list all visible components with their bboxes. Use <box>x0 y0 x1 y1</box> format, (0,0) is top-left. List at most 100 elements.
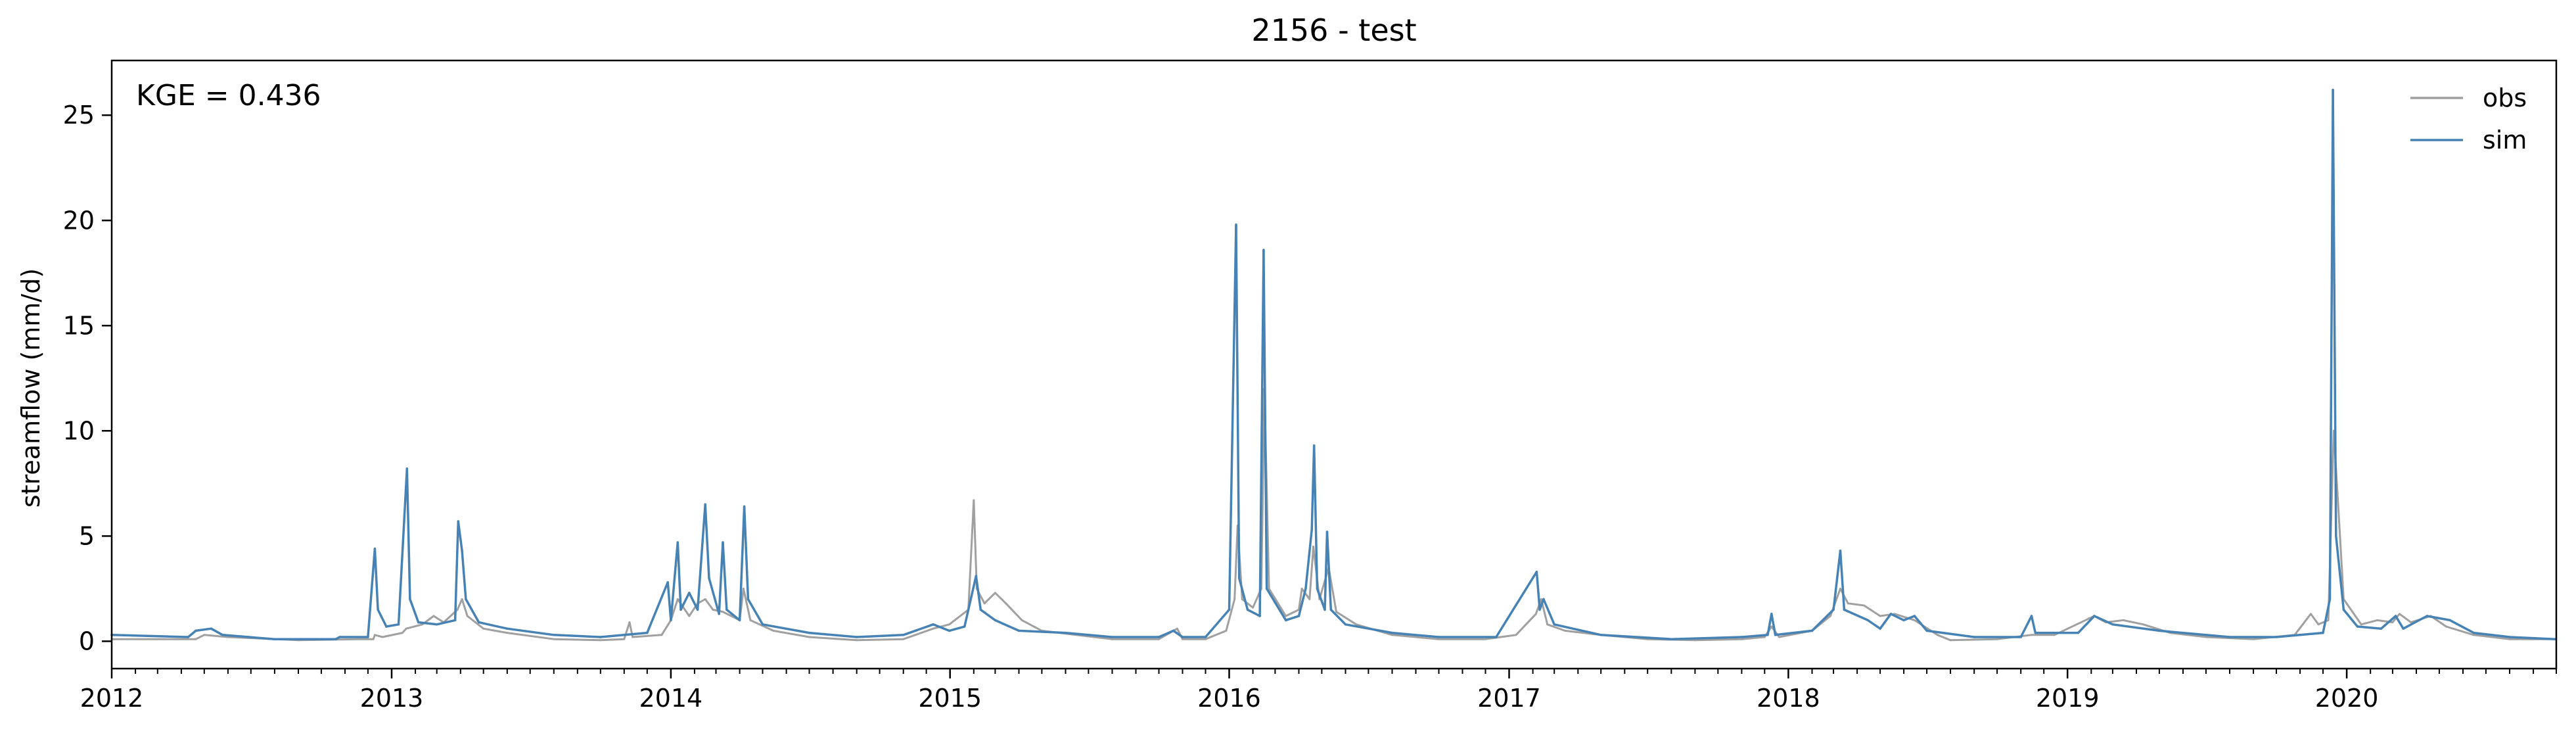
sim-segment <box>2111 623 2161 632</box>
obs-segment <box>373 634 384 638</box>
sim-segment <box>457 520 463 552</box>
sim-segment <box>1843 608 1870 622</box>
obs-segment <box>203 634 229 638</box>
sim-segment <box>2449 619 2475 634</box>
obs-segment <box>2317 619 2330 626</box>
obs-segment <box>948 608 970 626</box>
sim-segment <box>747 598 764 626</box>
y-tick-label: 20 <box>63 206 95 235</box>
sim-segment <box>963 575 978 628</box>
obs-segment <box>660 619 672 636</box>
obs-segment <box>381 632 403 638</box>
obs-segment <box>2169 632 2207 638</box>
obs-segment <box>1335 611 1358 626</box>
sim-segment <box>553 634 602 638</box>
sim-series <box>110 89 2557 640</box>
sim-segment <box>1265 587 1287 622</box>
sim-segment <box>2508 636 2557 640</box>
sim-segment <box>2394 615 2404 630</box>
obs-segment <box>902 627 934 640</box>
sim-segment <box>1879 613 1893 630</box>
x-tick-label: 2016 <box>1197 684 1261 713</box>
sim-segment <box>1172 629 1184 638</box>
sim-segment <box>2077 615 2096 634</box>
obs-segment <box>1300 587 1311 600</box>
sim-segment <box>646 581 669 634</box>
obs-segment <box>405 623 424 630</box>
sim-segment <box>994 619 1021 632</box>
sim-segment <box>110 634 190 638</box>
sim-segment <box>2472 631 2511 638</box>
obs-segment <box>1233 524 1239 600</box>
sim-segment <box>465 598 480 624</box>
sim-segment <box>417 621 438 626</box>
obs-segment <box>1298 587 1303 611</box>
sim-segment <box>409 598 420 624</box>
sim-segment <box>1839 550 1846 611</box>
sim-segment <box>1329 608 1347 626</box>
obs-segment <box>2293 613 2312 636</box>
x-tick-label: 2012 <box>80 684 144 713</box>
obs-segment <box>599 638 626 642</box>
sim-segment <box>377 608 388 628</box>
sim-segment <box>1237 577 1249 611</box>
sim-segment <box>743 505 750 601</box>
obs-segment <box>856 638 905 642</box>
sim-segment <box>1284 615 1300 622</box>
obs-segment <box>456 598 463 611</box>
sim-segment <box>676 541 682 611</box>
sim-segment <box>1538 598 1545 611</box>
sim-segment <box>506 627 555 636</box>
obs-segment <box>742 587 752 621</box>
sim-segment <box>367 547 377 638</box>
obs-segment <box>2336 492 2345 600</box>
obs-segment <box>553 638 602 642</box>
sim-segment <box>1866 619 1881 630</box>
obs-segment <box>749 619 775 632</box>
x-tick-label: 2019 <box>2036 684 2100 713</box>
sim-segment <box>435 619 457 626</box>
sim-segment <box>453 520 460 622</box>
obs-segment <box>704 598 714 611</box>
sim-segment <box>1832 550 1842 611</box>
sim-segment <box>1316 587 1326 611</box>
sim-segment <box>195 627 213 632</box>
sim-segment <box>2356 625 2383 630</box>
y-tick-label: 25 <box>63 101 95 130</box>
sim-segment <box>1258 249 1265 617</box>
sim-segment <box>2426 615 2451 622</box>
obs-segment <box>1740 636 1766 640</box>
sim-segment <box>187 629 197 638</box>
sim-segment <box>1889 613 1905 622</box>
obs-segment <box>2360 619 2379 626</box>
sim-segment <box>1553 623 1602 636</box>
obs-segment <box>1936 634 1952 642</box>
obs-segment <box>632 634 663 638</box>
sim-segment <box>210 627 224 636</box>
sim-segment <box>1774 629 1814 636</box>
sim-segment <box>1913 615 1928 632</box>
obs-segment <box>1847 602 1866 607</box>
y-axis: 0 5 10 15 20 25 <box>63 101 112 655</box>
plot-area-frame <box>110 59 2558 670</box>
sim-segment <box>1344 623 1394 634</box>
obs-segment <box>1260 387 1266 590</box>
sim-segment <box>2342 608 2359 628</box>
sim-segment <box>1925 629 1975 638</box>
sim-segment <box>1204 608 1231 638</box>
sim-segment <box>397 467 409 626</box>
obs-segment <box>1318 566 1330 600</box>
sim-segment <box>2402 615 2429 630</box>
sim-segment <box>1391 631 1440 638</box>
sim-segment <box>979 608 997 622</box>
sim-segment <box>2335 534 2345 611</box>
x-tick-label: 2014 <box>639 684 703 713</box>
obs-segment <box>994 592 1007 605</box>
x-axis: 2012 2013 2014 2015 2016 2017 2018 2019 2020 <box>80 669 2557 713</box>
sim-segment <box>2019 615 2033 638</box>
obs-segment <box>2309 613 2320 626</box>
sim-segment <box>1599 634 1673 640</box>
legend-label-obs: obs <box>2483 83 2527 112</box>
sim-segment <box>696 503 706 611</box>
